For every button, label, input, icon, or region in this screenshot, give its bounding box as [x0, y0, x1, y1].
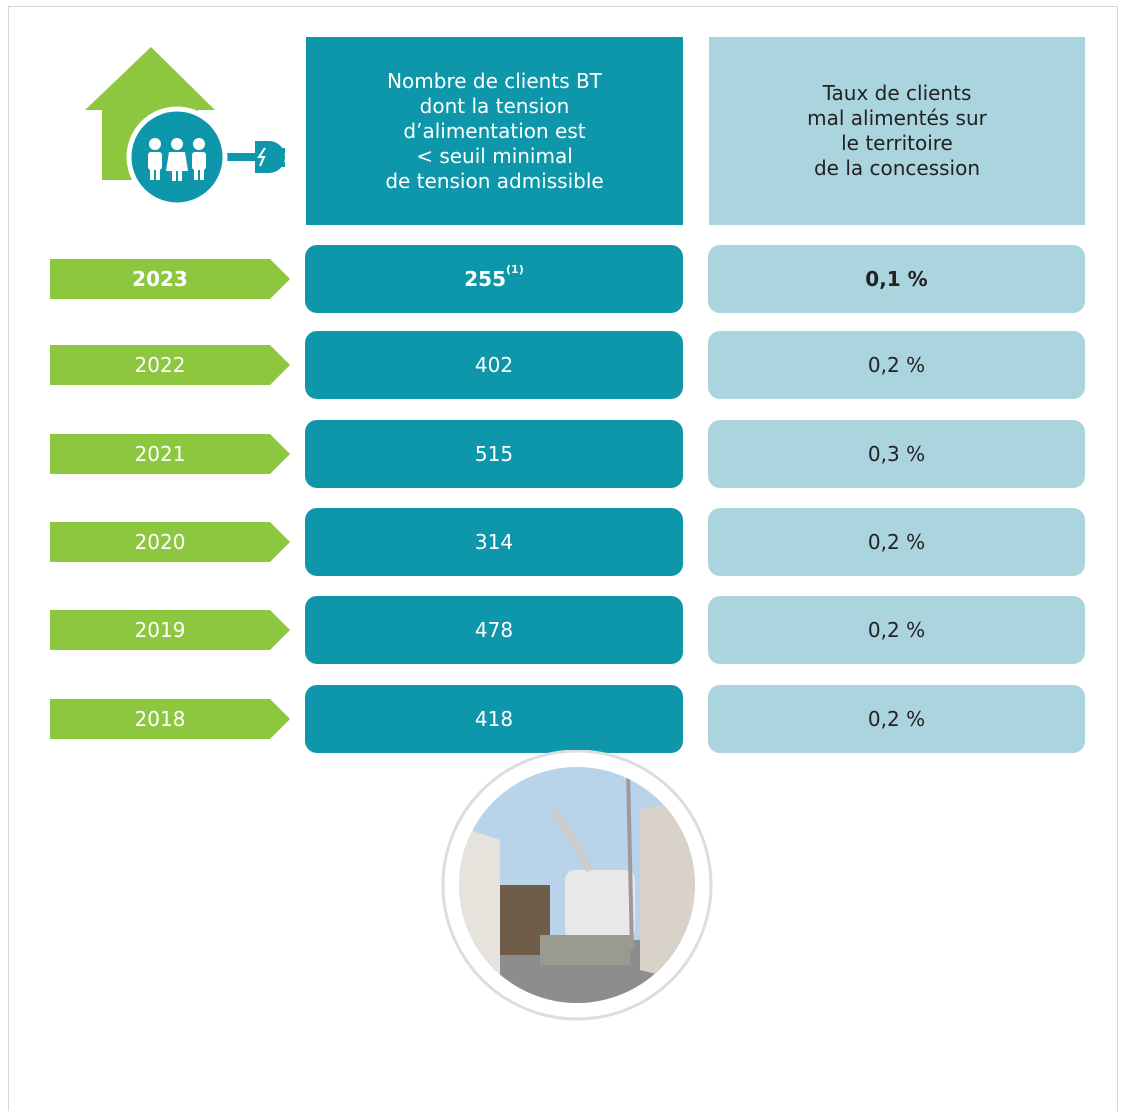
count-cell: 402 [305, 331, 683, 399]
header-line: dont la tension [419, 93, 570, 118]
rate-cell: 0,2 % [708, 685, 1085, 753]
house-icon [85, 47, 285, 208]
year-label: 2022 [134, 353, 186, 377]
header-line: de la concession [813, 156, 981, 180]
header-line: d’alimentation est [403, 118, 586, 143]
frame [8, 6, 1118, 1111]
header-line: Taux de clients [822, 81, 972, 105]
rate-value: 0,2 % [867, 618, 926, 642]
count-cell: 314 [305, 508, 683, 576]
rate-value: 0,2 % [867, 707, 926, 731]
year-arrow: 2020 [50, 522, 290, 562]
year-label: 2023 [132, 267, 188, 291]
count-value: 255(1) [464, 263, 524, 291]
year-arrow: 2019 [50, 610, 290, 650]
count-value: 402 [474, 353, 514, 377]
header-line: Nombre de clients BT [387, 68, 602, 93]
year-arrow: 2021 [50, 434, 290, 474]
count-cell: 478 [305, 596, 683, 664]
year-arrow: 2023 [50, 259, 290, 299]
footnote: (1) [506, 263, 524, 276]
rate-cell: 0,2 % [708, 508, 1085, 576]
header-line: < seuil minimal [416, 143, 573, 168]
year-arrow: 2022 [50, 345, 290, 385]
count-value: 515 [474, 442, 514, 466]
count-value: 314 [474, 530, 514, 554]
rate-value: 0,2 % [867, 530, 926, 554]
rate-value: 0,1 % [865, 267, 928, 291]
rate-value: 0,3 % [867, 442, 926, 466]
header-line: mal alimentés sur [807, 106, 987, 130]
photo [441, 750, 713, 1021]
count-cell: 418 [305, 685, 683, 753]
rate-cell: 0,3 % [708, 420, 1085, 488]
header-line: le territoire [841, 131, 953, 155]
count-value: 478 [474, 618, 514, 642]
rate-value: 0,2 % [867, 353, 926, 377]
year-label: 2021 [134, 442, 186, 466]
year-label: 2020 [134, 530, 186, 554]
rate-cell: 0,1 % [708, 245, 1085, 313]
rate-cell: 0,2 % [708, 331, 1085, 399]
year-label: 2018 [134, 707, 186, 731]
count-cell: 515 [305, 420, 683, 488]
count-cell: 255(1) [305, 245, 683, 313]
header-rate: Taux de clients mal alimentés sur le terri… [709, 37, 1085, 225]
rate-cell: 0,2 % [708, 596, 1085, 664]
header-count: Nombre de clients BT dont la tension d’ali… [306, 37, 683, 225]
header-line: de tension admissible [385, 168, 604, 193]
count-value: 418 [474, 707, 514, 731]
year-arrow: 2018 [50, 699, 290, 739]
year-label: 2019 [134, 618, 186, 642]
